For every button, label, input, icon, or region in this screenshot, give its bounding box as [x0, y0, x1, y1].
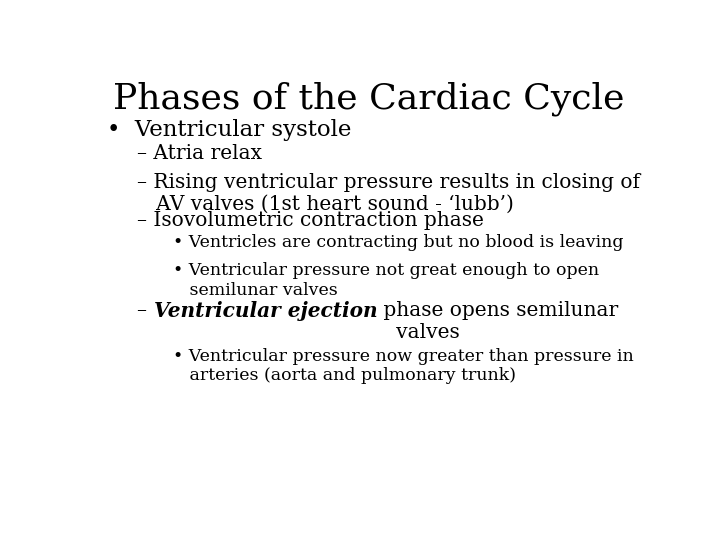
Text: • Ventricular pressure not great enough to open
   semilunar valves: • Ventricular pressure not great enough … — [173, 262, 599, 299]
Text: •  Ventricular systole: • Ventricular systole — [107, 119, 351, 141]
Text: Phases of the Cardiac Cycle: Phases of the Cardiac Cycle — [113, 82, 625, 116]
Text: • Ventricular pressure now greater than pressure in
   arteries (aorta and pulmo: • Ventricular pressure now greater than … — [173, 348, 634, 384]
Text: – Atria relax: – Atria relax — [138, 144, 262, 163]
Text: – Rising ventricular pressure results in closing of
   AV valves (1st heart soun: – Rising ventricular pressure results in… — [138, 173, 640, 214]
Text: Ventricular ejection: Ventricular ejection — [154, 301, 377, 321]
Text: phase opens semilunar
   valves: phase opens semilunar valves — [377, 301, 618, 342]
Text: –: – — [138, 301, 154, 320]
Text: • Ventricles are contracting but no blood is leaving: • Ventricles are contracting but no bloo… — [173, 234, 623, 252]
Text: – Isovolumetric contraction phase: – Isovolumetric contraction phase — [138, 211, 485, 230]
